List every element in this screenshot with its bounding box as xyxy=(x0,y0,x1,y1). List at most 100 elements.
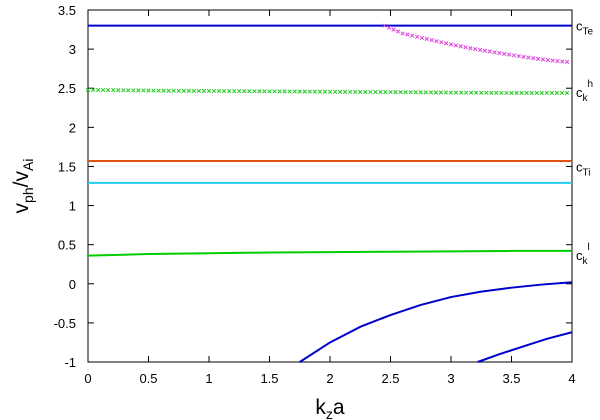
series-marker xyxy=(146,88,151,93)
series-marker xyxy=(492,50,497,55)
right-label: cTe xyxy=(576,19,594,38)
series-marker xyxy=(106,87,111,93)
series-marker xyxy=(497,50,502,56)
series-marker xyxy=(277,89,282,94)
series-marker xyxy=(524,90,529,96)
series-marker xyxy=(176,88,181,93)
series-marker xyxy=(337,89,343,94)
x-axis-label: kza xyxy=(315,396,345,420)
series-marker xyxy=(136,88,141,93)
series-marker xyxy=(400,31,405,36)
series-marker xyxy=(141,88,146,93)
series-marker xyxy=(247,89,252,94)
series-marker xyxy=(90,87,96,93)
series-marker xyxy=(393,90,398,95)
series-marker xyxy=(312,89,318,94)
series-marker xyxy=(448,90,454,95)
series-marker xyxy=(463,90,469,95)
series-marker xyxy=(540,57,546,62)
series-marker xyxy=(292,89,297,94)
right-label: ckl xyxy=(576,242,590,267)
series-marker xyxy=(516,53,521,59)
series-marker xyxy=(414,34,420,39)
x-tick-label: 0.5 xyxy=(139,371,157,386)
series-marker xyxy=(388,89,393,95)
series-marker xyxy=(453,43,458,48)
series-marker xyxy=(111,87,116,93)
series-marker xyxy=(494,90,499,95)
y-tick-label: 2.5 xyxy=(58,81,76,96)
y-tick-label: 1 xyxy=(69,199,76,214)
series-marker xyxy=(482,48,488,53)
series-marker xyxy=(499,90,504,96)
y-axis-label: vph/vAi xyxy=(10,159,36,214)
series-marker xyxy=(511,53,517,58)
series-marker xyxy=(489,90,494,95)
series-marker xyxy=(242,89,247,94)
series-marker xyxy=(539,90,544,96)
axis-ticks: 0 0.5 1 1.5 2 2.5 3 3.5 4 -1 -0.5 0 0.5 1 1.5 2 2.5 3 3.5 xyxy=(54,3,576,386)
series-marker xyxy=(424,36,429,42)
series-marker xyxy=(549,90,554,96)
series-marker xyxy=(257,89,262,94)
series-marker xyxy=(448,42,454,47)
series-marker xyxy=(564,90,570,96)
series-marker xyxy=(348,89,353,95)
series-marker xyxy=(438,90,444,95)
series-marker xyxy=(121,88,126,93)
y-tick-label: 3.5 xyxy=(58,3,76,18)
series-marker xyxy=(373,89,378,95)
series-marker xyxy=(531,56,536,61)
series-marker xyxy=(191,88,197,94)
series-marker xyxy=(444,41,449,46)
series-group xyxy=(85,23,573,363)
x-tick-label: 2 xyxy=(326,371,333,386)
series-marker xyxy=(282,89,287,94)
series-marker xyxy=(458,90,464,95)
series-marker xyxy=(386,25,392,30)
series-marker xyxy=(403,90,408,95)
series-crosses xyxy=(382,23,570,65)
series-marker xyxy=(550,58,555,63)
series-marker xyxy=(559,90,565,96)
x-tick-label: 4 xyxy=(568,371,575,386)
series-marker xyxy=(382,23,387,28)
series-marker xyxy=(429,37,434,43)
series-marker xyxy=(504,90,509,96)
series-marker xyxy=(166,88,171,93)
series-marker xyxy=(398,90,403,95)
series-marker xyxy=(227,88,232,94)
y-tick-label: 3 xyxy=(69,42,76,57)
x-tick-label: 2.5 xyxy=(381,371,399,386)
series-marker xyxy=(252,89,257,94)
series-marker xyxy=(181,88,186,93)
series-marker xyxy=(474,90,479,95)
right-labels: cTe ckh cTi ckl xyxy=(576,19,594,267)
series-marker xyxy=(302,89,307,94)
series-marker xyxy=(287,89,292,94)
series-line xyxy=(477,331,573,363)
series-marker xyxy=(272,89,277,94)
series-marker xyxy=(468,46,473,51)
series-marker xyxy=(502,51,507,56)
series-marker xyxy=(391,27,396,32)
series-marker xyxy=(196,88,202,94)
series-marker xyxy=(171,88,176,93)
series-marker xyxy=(434,38,439,44)
series-marker xyxy=(487,49,492,54)
series-marker xyxy=(526,55,531,60)
series-marker xyxy=(161,88,166,93)
series-marker xyxy=(383,89,388,95)
series-marker xyxy=(521,54,526,60)
series-marker xyxy=(232,88,237,94)
series-line xyxy=(299,281,573,363)
series-marker xyxy=(363,89,368,95)
series-line xyxy=(87,249,572,257)
series-crosses xyxy=(85,87,570,96)
series-marker xyxy=(509,90,514,96)
series-marker xyxy=(479,90,484,95)
series-marker xyxy=(484,90,489,95)
series-marker xyxy=(116,88,121,93)
series-marker xyxy=(332,89,338,94)
